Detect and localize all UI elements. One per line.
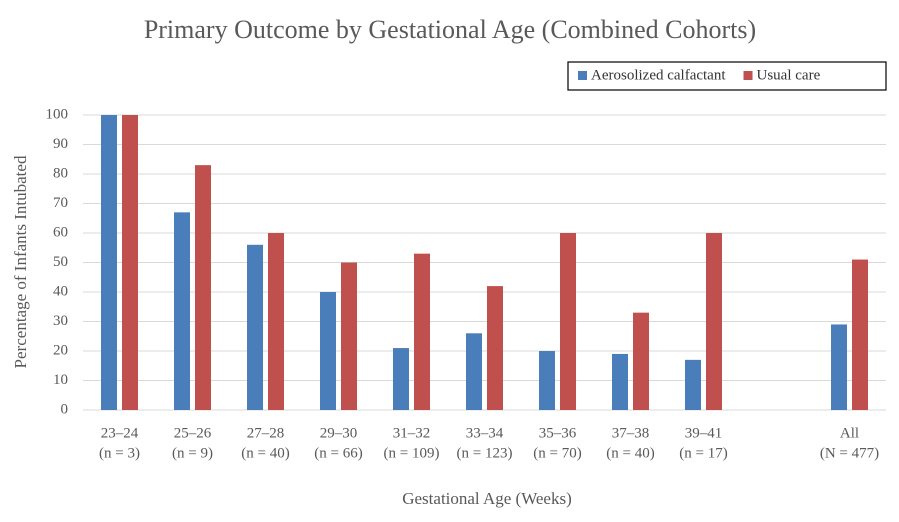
- x-tick-label: 35–36: [539, 425, 577, 441]
- chart-title: Primary Outcome by Gestational Age (Comb…: [144, 15, 756, 44]
- bar: [831, 324, 847, 410]
- y-tick-label: 20: [53, 342, 68, 358]
- y-tick-label: 50: [53, 254, 68, 270]
- x-tick-label: 23–24: [101, 425, 139, 441]
- x-tick-label: 33–34: [466, 425, 504, 441]
- bar: [539, 351, 555, 410]
- bar: [320, 292, 336, 410]
- x-tick-sublabel: (n = 70): [533, 445, 581, 461]
- legend-box: [567, 61, 887, 91]
- y-tick-label: 90: [53, 136, 68, 152]
- bar: [633, 312, 649, 410]
- y-axis-title: Percentage of Infants Intubated: [11, 155, 30, 368]
- x-tick-sublabel: (N = 477): [820, 445, 879, 461]
- y-tick-label: 60: [53, 224, 68, 240]
- bar: [706, 233, 722, 410]
- bar: [852, 259, 868, 410]
- bar: [685, 359, 701, 410]
- x-tick-sublabel: (n = 9): [172, 445, 213, 461]
- x-tick-label: 27–28: [247, 425, 285, 441]
- y-tick-label: 0: [61, 401, 69, 417]
- bar: [560, 233, 576, 410]
- bar: [247, 244, 263, 410]
- x-tick-label: 31–32: [393, 425, 431, 441]
- bar: [341, 262, 357, 410]
- bar: [612, 353, 628, 410]
- x-tick-sublabel: (n = 66): [314, 445, 362, 461]
- x-tick-label: 29–30: [320, 425, 358, 441]
- bar: [393, 348, 409, 410]
- y-tick-label: 70: [53, 195, 68, 211]
- x-tick-sublabel: (n = 3): [99, 445, 140, 461]
- x-tick-sublabel: (n = 40): [606, 445, 654, 461]
- y-tick-label: 10: [53, 372, 68, 388]
- legend-swatch: [578, 71, 587, 80]
- x-tick-label: 39–41: [685, 425, 723, 441]
- x-tick-sublabel: (n = 109): [384, 445, 440, 461]
- x-tick-label: All: [840, 425, 859, 441]
- bar: [195, 165, 211, 410]
- x-tick-sublabel: (n = 40): [241, 445, 289, 461]
- x-tick-sublabel: (n = 123): [457, 445, 513, 461]
- y-tick-label: 100: [46, 106, 69, 122]
- bar: [122, 115, 138, 410]
- y-tick-label: 80: [53, 165, 68, 181]
- legend-label: Usual care: [757, 67, 821, 83]
- legend-swatch: [743, 71, 753, 80]
- x-tick-sublabel: (n = 17): [679, 445, 727, 461]
- bar: [466, 333, 482, 410]
- bar: [268, 233, 284, 410]
- bar: [414, 253, 430, 410]
- legend-label: Aerosolized calfactant: [591, 67, 726, 83]
- x-axis-title: Gestational Age (Weeks): [402, 489, 572, 508]
- x-tick-label: 25–26: [174, 425, 212, 441]
- y-tick-label: 40: [53, 283, 68, 299]
- bar: [174, 212, 190, 410]
- bar: [487, 286, 503, 410]
- bar: [101, 115, 117, 410]
- x-tick-label: 37–38: [612, 425, 650, 441]
- y-tick-label: 30: [53, 313, 68, 329]
